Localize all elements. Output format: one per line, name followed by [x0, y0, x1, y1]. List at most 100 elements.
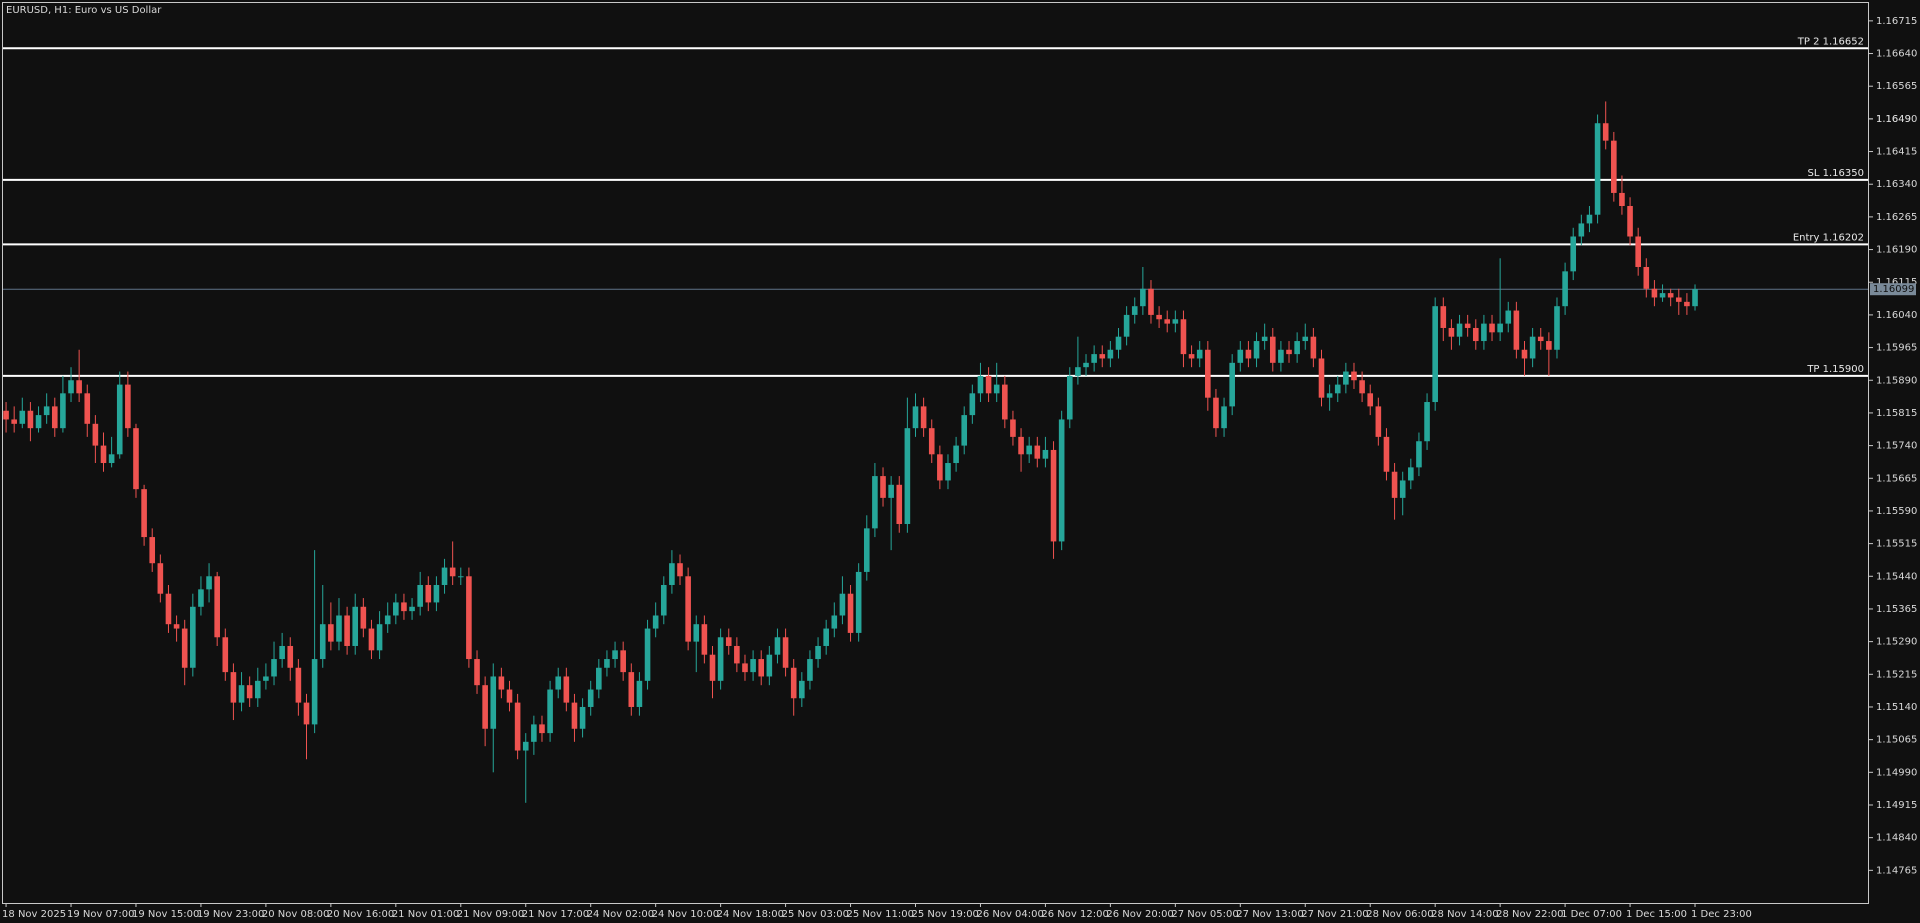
candle-body	[1115, 336, 1122, 350]
candle-body	[279, 645, 285, 660]
x-tick-label: 27 Nov 21:00	[1301, 909, 1368, 920]
candle-body	[750, 659, 756, 673]
candle-body	[230, 672, 237, 703]
candle-body	[246, 685, 253, 699]
x-tick-label: 1 Dec 07:00	[1561, 909, 1622, 920]
y-tick-label: 1.15665	[1876, 473, 1917, 484]
candle-body	[263, 676, 269, 681]
candle-body	[319, 624, 326, 660]
candle-body	[1399, 480, 1406, 498]
candle-body	[1594, 123, 1601, 215]
candle-body	[1245, 349, 1252, 359]
x-tick-label: 26 Nov 04:00	[976, 909, 1043, 920]
x-tick-label: 1 Dec 15:00	[1626, 909, 1687, 920]
candle-body	[709, 654, 716, 681]
candle-body	[417, 584, 423, 607]
candle-body	[993, 384, 1000, 394]
x-tick-label: 28 Nov 22:00	[1496, 909, 1563, 920]
candle-body	[1034, 445, 1041, 459]
candle-body	[1002, 384, 1008, 420]
candle-body	[1343, 371, 1349, 385]
y-tick-label: 1.15815	[1876, 408, 1917, 419]
candle-body	[1107, 349, 1114, 359]
candle-body	[1099, 354, 1106, 359]
candle-body	[539, 724, 545, 734]
x-tick-label: 27 Nov 05:00	[1171, 909, 1238, 920]
candle-body	[60, 393, 66, 429]
y-tick-label: 1.16715	[1876, 16, 1917, 27]
y-tick-label: 1.15965	[1876, 343, 1917, 354]
candle-body	[1667, 293, 1674, 298]
candle-body	[482, 685, 488, 729]
candle-body	[1326, 393, 1333, 398]
candle-body	[100, 445, 107, 464]
candle-body	[1464, 323, 1471, 328]
candle-body	[68, 380, 74, 394]
candle-body	[433, 584, 440, 603]
y-tick-label: 1.16415	[1876, 147, 1917, 158]
x-tick-label: 28 Nov 06:00	[1366, 909, 1433, 920]
candle-body	[977, 375, 984, 394]
candle-body	[628, 672, 635, 707]
candle-body	[1562, 271, 1568, 307]
candle-body	[474, 659, 480, 686]
x-tick-label: 21 Nov 01:00	[392, 909, 459, 920]
candle-body	[76, 380, 82, 394]
candle-body	[1148, 288, 1154, 315]
candle-body	[1448, 327, 1455, 337]
y-tick-label: 1.15890	[1876, 375, 1917, 386]
candle-body	[376, 624, 383, 651]
x-tick-label: 28 Nov 14:00	[1431, 909, 1498, 920]
candle-body	[409, 606, 415, 612]
candle-body	[863, 528, 870, 572]
candle-body	[912, 406, 919, 429]
candle-body	[1408, 467, 1414, 481]
candle-body	[498, 676, 505, 690]
candle-body	[1083, 362, 1089, 368]
candle-body	[360, 606, 367, 629]
candle-body	[953, 445, 959, 464]
candle-body	[1066, 375, 1073, 420]
candle-body	[596, 667, 602, 690]
candle-body	[108, 454, 115, 464]
x-tick-label: 20 Nov 08:00	[262, 909, 329, 920]
candle-body	[1546, 341, 1552, 350]
candle-body	[1432, 306, 1438, 403]
candle-body	[295, 667, 302, 703]
candle-body	[855, 571, 862, 633]
candle-body	[888, 484, 894, 498]
candle-body	[872, 476, 878, 529]
candle-body	[1269, 336, 1276, 363]
candle-body	[1521, 349, 1528, 359]
candle-body	[880, 476, 886, 498]
candle-body	[1692, 289, 1698, 307]
x-tick-label: 21 Nov 09:00	[457, 909, 524, 920]
candle-body	[1334, 384, 1341, 394]
candle-body	[1302, 336, 1309, 342]
candle-body	[1075, 367, 1081, 376]
candle-body	[945, 463, 951, 481]
y-tick-label: 1.1649	[1876, 114, 1911, 125]
candle-body	[1367, 393, 1374, 407]
candle-body	[1026, 445, 1032, 455]
candle-body	[1472, 327, 1479, 342]
candle-body	[27, 410, 34, 429]
x-tick-label: 26 Nov 20:00	[1106, 909, 1173, 920]
candle-body	[1440, 306, 1447, 328]
candle-body	[1651, 288, 1658, 298]
candle-body	[1140, 288, 1146, 307]
candle-body	[847, 593, 854, 633]
candle-body	[693, 624, 700, 642]
candle-body	[84, 393, 91, 424]
candle-body	[1489, 323, 1495, 333]
candle-body	[11, 419, 17, 424]
candle-body	[1529, 336, 1536, 359]
candle-body	[734, 645, 740, 664]
y-tick-label: 1.16640	[1876, 49, 1917, 60]
candle-body	[1091, 354, 1097, 363]
candle-body	[393, 602, 399, 616]
candle-body	[1123, 314, 1130, 337]
candle-body	[352, 606, 359, 646]
candle-body	[1554, 306, 1560, 350]
